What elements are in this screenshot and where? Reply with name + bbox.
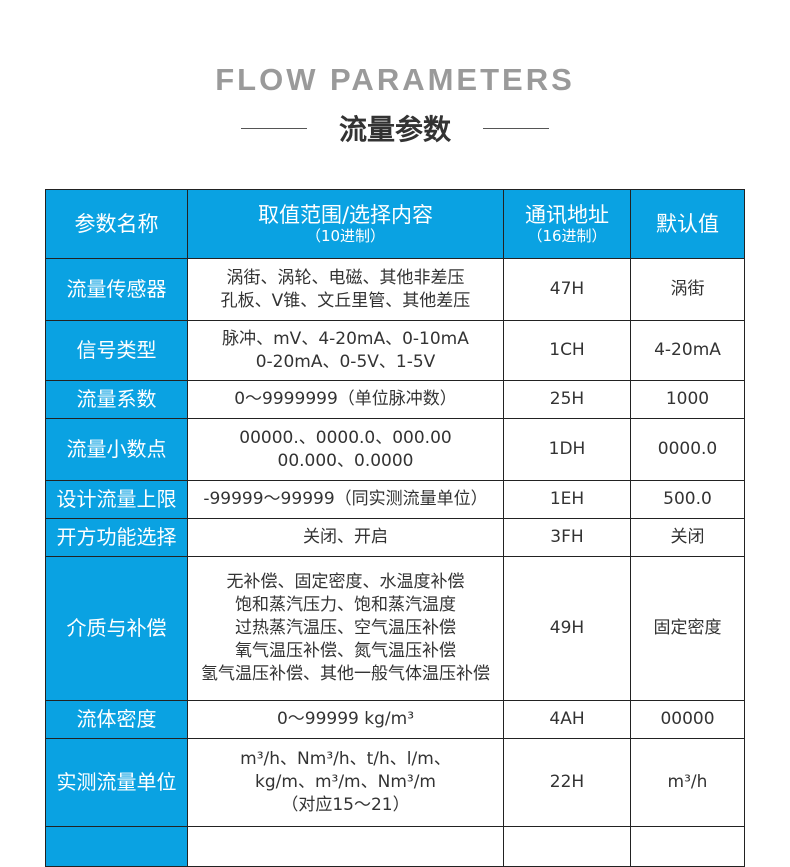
table-row: 信号类型 脉冲、mV、4-20mA、0-10mA 0-20mA、0-5V、1-5V 1… [45, 320, 745, 381]
param-default [630, 826, 745, 867]
param-default: 固定密度 [630, 556, 745, 701]
param-default: m³/h [630, 738, 745, 827]
param-name: 流量传感器 [45, 258, 188, 321]
param-range [187, 826, 504, 867]
range-line: 氧气温压补偿、氮气温压补偿 [235, 641, 456, 661]
range-line: 00000.、0000.0、000.00 [239, 427, 452, 448]
param-address [503, 826, 631, 867]
title-cn: 流量参数 [338, 113, 451, 146]
param-name: 开方功能选择 [45, 518, 188, 557]
param-address: 1EH [503, 480, 631, 519]
param-default: 1000 [630, 380, 745, 419]
param-address: 22H [503, 738, 631, 827]
range-line: 0～9999999（单位脉冲数） [234, 389, 457, 409]
range-line: 0～99999 kg/m³ [276, 709, 415, 729]
header-name: 参数名称 [45, 189, 188, 259]
range-line: 00.000、0.0000 [277, 450, 414, 471]
param-address: 1CH [503, 320, 631, 381]
table-row: 流量小数点 00000.、0000.0、000.00 00.000、0.0000 1D… [45, 418, 745, 481]
param-range: 关闭、开启 [187, 518, 504, 557]
table-row: 实测流量单位 m³/h、Nm³/h、t/h、l/m、 kg/m、m³/m、Nm³/m… [45, 738, 745, 827]
param-name: 设计流量上限 [45, 480, 188, 519]
range-line: 涡街、涡轮、电磁、其他非差压 [226, 267, 465, 288]
header-default: 默认值 [630, 189, 745, 259]
param-range: 涡街、涡轮、电磁、其他非差压 孔板、V锥、文丘里管、其他差压 [187, 258, 504, 321]
param-range: 0～99999 kg/m³ [187, 700, 504, 739]
range-line: 脉冲、mV、4-20mA、0-10mA [222, 328, 469, 349]
param-range: -99999～99999（同实测流量单位） [187, 480, 504, 519]
param-name: 信号类型 [45, 320, 188, 381]
param-default: 0000.0 [630, 418, 745, 481]
range-line: 氢气温压补偿、其他一般气体温压补偿 [201, 664, 490, 684]
param-name: 实测流量单位 [45, 738, 188, 827]
range-line: （对应15～21） [281, 795, 410, 815]
param-name: 流量小数点 [45, 418, 188, 481]
table-row-partial [45, 826, 745, 867]
table-header-row: 参数名称 取值范围/选择内容 （10进制） 通讯地址 （16进制） 默认值 [45, 189, 745, 259]
table-row: 流量系数 0～9999999（单位脉冲数） 25H 1000 [45, 380, 745, 419]
range-line: 0-20mA、0-5V、1-5V [255, 351, 436, 372]
table-row: 开方功能选择 关闭、开启 3FH 关闭 [45, 518, 745, 557]
param-range: 无补偿、固定密度、水温度补偿 饱和蒸汽压力、饱和蒸汽温度 过热蒸汽温压、空气温压补偿… [187, 556, 504, 701]
range-line: m³/h、Nm³/h、t/h、l/m、 [240, 749, 451, 769]
header-address: 通讯地址 （16进制） [503, 189, 631, 259]
param-range: m³/h、Nm³/h、t/h、l/m、 kg/m、m³/m、Nm³/m （对应15～… [187, 738, 504, 827]
range-line: 孔板、V锥、文丘里管、其他差压 [220, 290, 471, 311]
param-name [45, 826, 188, 867]
header-range: 取值范围/选择内容 （10进制） [187, 189, 504, 259]
table-row: 流体密度 0～99999 kg/m³ 4AH 00000 [45, 700, 745, 739]
param-range: 脉冲、mV、4-20mA、0-10mA 0-20mA、0-5V、1-5V [187, 320, 504, 381]
param-address: 3FH [503, 518, 631, 557]
param-default: 关闭 [630, 518, 745, 557]
param-name: 流体密度 [45, 700, 188, 739]
table-row: 流量传感器 涡街、涡轮、电磁、其他非差压 孔板、V锥、文丘里管、其他差压 47H 涡街 [45, 258, 745, 321]
param-address: 49H [503, 556, 631, 701]
param-address: 4AH [503, 700, 631, 739]
table-row: 介质与补偿 无补偿、固定密度、水温度补偿 饱和蒸汽压力、饱和蒸汽温度 过热蒸汽温压、空… [45, 556, 745, 701]
table-row: 设计流量上限 -99999～99999（同实测流量单位） 1EH 500.0 [45, 480, 745, 519]
param-address: 1DH [503, 418, 631, 481]
title-divider-right [483, 128, 549, 129]
param-range: 0～9999999（单位脉冲数） [187, 380, 504, 419]
param-default: 涡街 [630, 258, 745, 321]
range-line: 饱和蒸汽压力、饱和蒸汽温度 [235, 595, 456, 615]
param-default: 00000 [630, 700, 745, 739]
param-default: 500.0 [630, 480, 745, 519]
title-en: FLOW PARAMETERS [215, 62, 575, 97]
title-divider-left [241, 128, 307, 129]
param-default: 4-20mA [630, 320, 745, 381]
parameters-table: 参数名称 取值范围/选择内容 （10进制） 通讯地址 （16进制） 默认值 流量传感… [45, 189, 745, 867]
range-line: kg/m、m³/m、Nm³/m [255, 772, 436, 792]
range-line: 过热蒸汽温压、空气温压补偿 [235, 618, 456, 638]
range-line: 无补偿、固定密度、水温度补偿 [226, 572, 465, 592]
range-line: 关闭、开启 [303, 527, 388, 547]
range-line: -99999～99999（同实测流量单位） [203, 489, 488, 509]
param-name: 介质与补偿 [45, 556, 188, 701]
param-name: 流量系数 [45, 380, 188, 419]
param-address: 47H [503, 258, 631, 321]
param-range: 00000.、0000.0、000.00 00.000、0.0000 [187, 418, 504, 481]
param-address: 25H [503, 380, 631, 419]
